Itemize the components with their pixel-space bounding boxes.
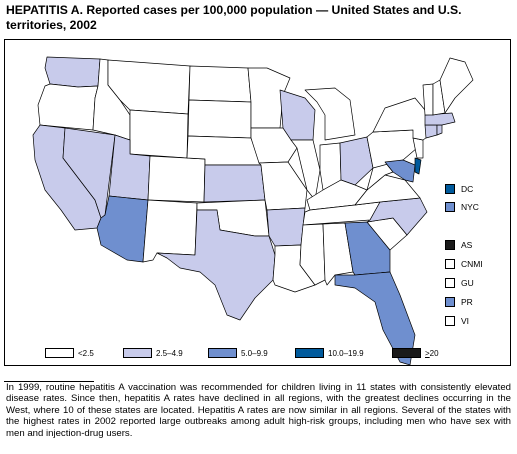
legend-swatch [208, 348, 237, 358]
state-new-mexico [142, 199, 198, 263]
state-arkansas [266, 207, 306, 247]
map-caption: In 1999, routine hepatitis A vaccination… [6, 382, 511, 439]
territory-vi-swatch [445, 316, 455, 326]
map-frame: DC NYC AS CNMI GU PR VI <2.5 2.5–4.9 5.0… [4, 39, 511, 366]
territory-as: AS [445, 240, 472, 250]
state-massachusetts [424, 112, 456, 126]
legend-swatch [295, 348, 324, 358]
state-wyoming [129, 109, 189, 159]
caption-rule [4, 381, 94, 382]
state-maine [439, 57, 474, 114]
territory-pr-swatch [445, 297, 455, 307]
state-texas [156, 209, 276, 321]
state-vermont [422, 83, 434, 116]
legend-item-lt-2-5: <2.5 [45, 348, 94, 358]
legend-label-ge-20: >20 [425, 348, 439, 358]
state-washington-shaded [44, 56, 101, 88]
state-connecticut [424, 124, 438, 139]
territory-gu: GU [445, 278, 474, 288]
state-kansas [203, 164, 266, 203]
state-delaware [414, 157, 422, 175]
territory-vi: VI [445, 316, 469, 326]
map-title: HEPATITIS A. Reported cases per 100,000 … [6, 3, 462, 32]
state-maryland [384, 159, 416, 183]
territory-pr: PR [445, 297, 473, 307]
state-south-dakota [187, 99, 252, 139]
territory-as-swatch [445, 240, 455, 250]
legend-item-10-0-19-9: 10.0–19.9 [295, 348, 364, 358]
state-missouri [258, 161, 308, 211]
territory-cnmi-swatch [445, 259, 455, 269]
territory-gu-swatch [445, 278, 455, 288]
territory-dc-swatch [445, 184, 455, 194]
legend-item-ge-20: >20 [392, 348, 439, 358]
state-rhode-island [436, 124, 443, 136]
legend-swatch [392, 348, 421, 358]
territory-nyc-swatch [445, 202, 455, 212]
territory-cnmi: CNMI [445, 259, 483, 269]
state-colorado [147, 155, 206, 203]
state-ohio [339, 136, 374, 186]
state-north-dakota [188, 65, 252, 103]
legend-item-2-5-4-9: 2.5–4.9 [123, 348, 183, 358]
state-florida [334, 271, 416, 365]
legend-swatch [45, 348, 74, 358]
us-choropleth-map [32, 56, 474, 365]
state-michigan [304, 87, 356, 141]
territory-nyc: NYC [445, 202, 479, 212]
legend-item-5-0-9-9: 5.0–9.9 [208, 348, 268, 358]
legend-swatch [123, 348, 152, 358]
state-oregon [37, 83, 99, 131]
territory-dc: DC [445, 184, 473, 194]
